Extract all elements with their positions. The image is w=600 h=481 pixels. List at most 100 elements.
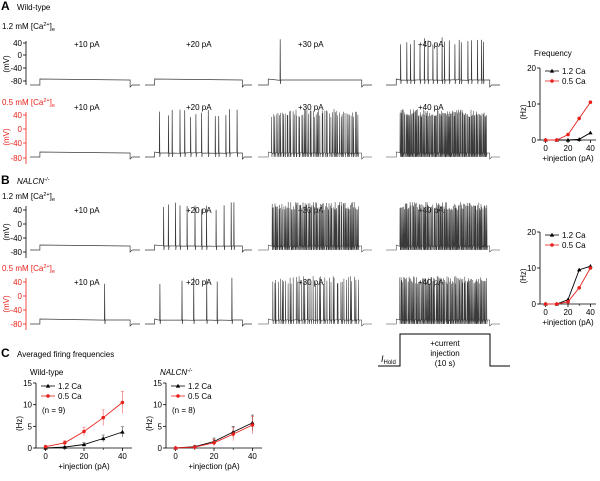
tick-label: 0	[18, 51, 23, 60]
condition-label: 0.5 mM [Ca2+]e	[2, 98, 55, 109]
step-label: +30 pA	[298, 40, 324, 49]
y-tick-label: 0	[532, 300, 537, 309]
x-tick-label: 0	[543, 308, 548, 317]
data-point	[62, 444, 67, 449]
legend-entry: 1.2 Ca	[562, 67, 586, 76]
data-point	[588, 100, 593, 104]
y-tick-label: 10	[153, 401, 162, 410]
data-point	[101, 436, 106, 441]
step-label: +10 pA	[74, 40, 100, 49]
trace-group	[30, 201, 500, 253]
data-point	[555, 138, 559, 142]
data-point	[543, 138, 548, 142]
legend-marker	[176, 394, 180, 398]
y-axis-label: (Hz)	[15, 416, 24, 431]
y-tick-label: 15	[23, 379, 32, 388]
voltage-axis: 40 0 -40 -80 (mV)	[2, 278, 27, 330]
x-tick-label: 40	[248, 452, 257, 461]
legend-entry: 1.2 Ca	[188, 382, 212, 391]
stimulus-waveform	[378, 333, 510, 367]
condition-label: 1.2 mM [Ca2+]e	[2, 22, 55, 33]
panel-c-title: Averaged firing frequencies	[17, 350, 114, 359]
data-point	[543, 302, 548, 306]
legend-entry: 0.5 Ca	[562, 77, 586, 86]
y-tick-label: 5	[28, 422, 33, 431]
chart-title: Wild-type	[30, 368, 64, 377]
data-point	[120, 400, 125, 405]
tick-label: -80	[10, 77, 22, 86]
data-point	[566, 300, 570, 304]
frequency-chart-b: 0 10 20 0 20 40+injection (pA) (Hz) 1.2 Ca0.5 C…	[519, 228, 596, 327]
voltage-axis-unit: (mV)	[2, 55, 11, 73]
legend-marker	[46, 394, 50, 398]
tick-label: -80	[10, 154, 22, 163]
data-point	[193, 445, 197, 449]
trace-group	[30, 37, 500, 88]
y-tick-label: 15	[153, 379, 162, 388]
tick-label: -40	[10, 234, 22, 243]
legend-marker	[550, 79, 554, 83]
tick-label: 40	[13, 39, 22, 48]
tick-label: 40	[13, 111, 22, 120]
y-tick-label: 0	[532, 136, 537, 145]
voltage-trace	[258, 275, 372, 327]
voltage-trace	[386, 108, 500, 160]
voltage-trace	[386, 275, 500, 327]
chart-title: Frequency	[534, 49, 572, 58]
tick-label: -80	[10, 320, 22, 329]
y-axis-label: (Hz)	[145, 416, 154, 431]
stimulus-schematic: IHold +current injection (10 s)	[378, 333, 510, 368]
x-tick-label: 40	[586, 308, 595, 317]
data-point	[566, 132, 570, 137]
frequency-chart-a: 0 10 20 0 20 40+injection (pA) (Hz) Frequency 1.…	[519, 49, 596, 163]
voltage-trace	[386, 201, 500, 253]
y-tick-label: 0	[158, 444, 163, 453]
voltage-axis-unit: (mV)	[2, 223, 11, 241]
chart-axis	[35, 383, 132, 449]
trace-group	[30, 275, 500, 327]
voltage-trace	[258, 201, 372, 253]
condition-label: 0.5 mM [Ca2+]e	[2, 264, 55, 275]
panel-b-genotype: NALCN-/-	[17, 177, 49, 186]
y-tick-label: 10	[527, 264, 536, 273]
step-label: +40 pA	[418, 103, 444, 112]
x-axis-label: +injection (pA)	[542, 154, 594, 163]
trace-group	[30, 108, 500, 160]
voltage-trace	[30, 244, 140, 253]
voltage-trace	[30, 283, 140, 327]
averaged-chart-nalcn: 0 5 10 15 0 20 40 +injection (pA) (Hz) NALCN-/- (n…	[145, 368, 262, 471]
sample-size-note: (n = 8)	[172, 406, 196, 415]
stimulus-text: injection	[430, 349, 459, 358]
x-tick-label: 20	[80, 452, 89, 461]
step-label: +20 pA	[186, 206, 212, 215]
voltage-axis-unit: (mV)	[2, 295, 11, 313]
tick-label: 0	[18, 220, 23, 229]
panel-b-letter: B	[1, 173, 10, 187]
legend-marker	[45, 383, 51, 388]
x-axis-label: +injection (pA)	[58, 462, 110, 471]
step-label: +20 pA	[186, 40, 212, 49]
condition-label: 1.2 mM [Ca2+]e	[2, 192, 55, 203]
legend-entry: 0.5 Ca	[58, 392, 82, 401]
step-label: +10 pA	[74, 103, 100, 112]
panel-c-letter: C	[1, 346, 10, 360]
y-tick-label: 20	[527, 64, 536, 73]
step-label: +10 pA	[74, 278, 100, 287]
x-tick-label: 0	[543, 144, 548, 153]
data-point	[231, 432, 235, 436]
x-tick-label: 20	[564, 144, 573, 153]
tick-label: -40	[10, 306, 22, 315]
step-label: +20 pA	[186, 278, 212, 287]
data-point	[577, 116, 581, 121]
panel-a-genotype: Wild-type	[17, 3, 51, 12]
x-tick-label: 40	[118, 452, 127, 461]
y-axis-label: (Hz)	[519, 104, 528, 119]
x-axis-label: +injection (pA)	[542, 318, 594, 327]
voltage-trace	[145, 202, 252, 253]
legend-marker	[175, 383, 181, 388]
data-point	[250, 423, 255, 427]
step-label: +10 pA	[74, 206, 100, 215]
data-point	[81, 442, 87, 447]
legend-entry: 1.2 Ca	[58, 382, 82, 391]
